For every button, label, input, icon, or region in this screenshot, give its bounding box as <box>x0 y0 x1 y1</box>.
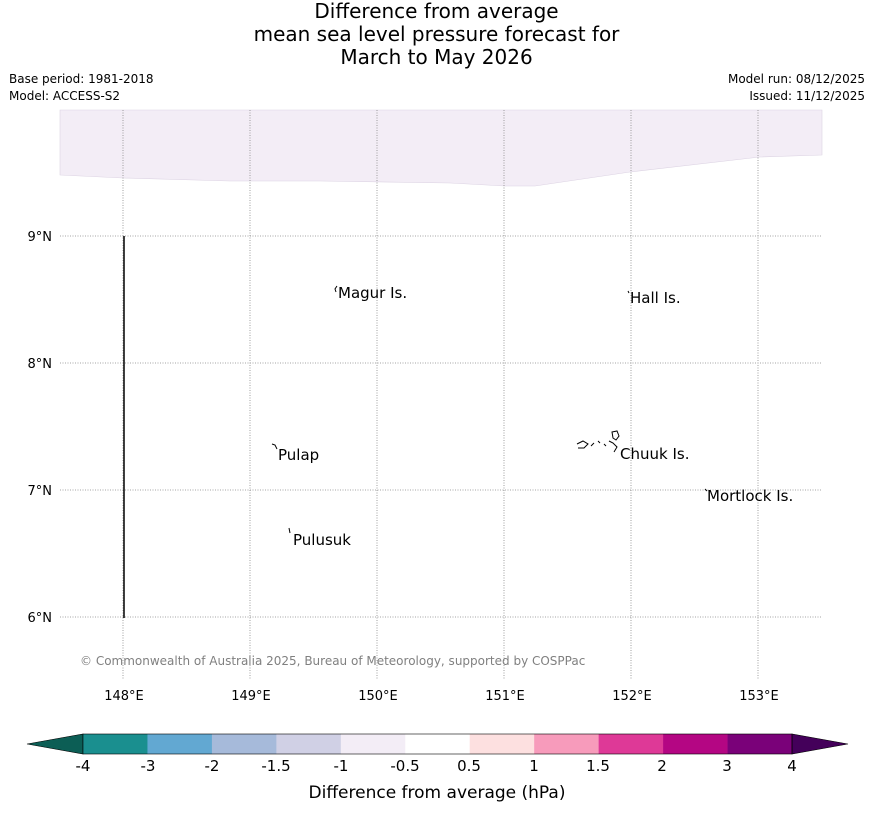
model-run: Model run: 08/12/2025 <box>727 72 865 86</box>
lon-label-150: 150°E <box>358 689 398 704</box>
colorbar-tick-10: 3 <box>722 757 732 775</box>
colorbar-segment-1 <box>147 734 213 754</box>
issued-date: Issued: 11/12/2025 <box>749 89 865 103</box>
island-pulusuk <box>288 527 291 534</box>
copyright-notice: © Commonwealth of Australia 2025, Bureau… <box>80 654 585 668</box>
colorbar <box>26 733 849 755</box>
island-chuuk <box>576 430 620 453</box>
colorbar-tick-9: 2 <box>657 757 667 775</box>
place-label-pulusuk: Pulusuk <box>293 531 351 549</box>
colorbar-tick-4: -1 <box>334 757 349 775</box>
place-label-chuuk: Chuuk Is. <box>620 445 689 463</box>
lon-label-153: 153°E <box>739 689 779 704</box>
colorbar-segment-8 <box>598 734 664 754</box>
colorbar-tick-8: 1.5 <box>586 757 610 775</box>
colorbar-segment-3 <box>276 734 342 754</box>
lat-label-9: 9°N <box>28 230 53 245</box>
model-name: Model: ACCESS-S2 <box>9 89 121 103</box>
colorbar-tick-5: -0.5 <box>390 757 419 775</box>
island-hall <box>627 290 630 294</box>
islands <box>271 285 708 534</box>
colorbar-extend-low <box>26 733 84 755</box>
colorbar-outline <box>82 733 793 755</box>
map-area <box>60 110 822 680</box>
colorbar-tick-6: 0.5 <box>457 757 481 775</box>
lon-label-148: 148°E <box>104 689 144 704</box>
place-labels: Magur Is. Hall Is. Pulap Chuuk Is. Mortl… <box>278 284 793 549</box>
island-mortlock <box>704 488 708 492</box>
colorbar-segment-10 <box>727 734 793 754</box>
lat-label-7: 7°N <box>28 484 53 499</box>
colorbar-tick-3: -1.5 <box>261 757 290 775</box>
colorbar-tick-2: -2 <box>205 757 220 775</box>
meta-right: Model run: 08/12/2025 Issued: 11/12/2025 <box>728 71 865 105</box>
colorbar-segment-0 <box>83 734 148 754</box>
colorbar-segment-4 <box>340 734 406 754</box>
colorbar-tick-0: -4 <box>76 757 91 775</box>
colorbar-tick-labels: -4 -3 -2 -1.5 -1 -0.5 0.5 1 1.5 2 3 4 <box>76 757 797 775</box>
colorbar-tick-7: 1 <box>529 757 539 775</box>
title-line-3: March to May 2026 <box>340 45 533 69</box>
colorbar-tick-1: -3 <box>141 757 156 775</box>
lon-label-151: 151°E <box>485 689 525 704</box>
colorbar-segment-7 <box>534 734 599 754</box>
island-magur <box>334 285 338 293</box>
colorbar-segment-6 <box>469 734 535 754</box>
lat-label-6: 6°N <box>28 611 53 626</box>
place-label-pulap: Pulap <box>278 446 319 464</box>
colorbar-title: Difference from average (hPa) <box>309 783 566 803</box>
colorbar-segment-5 <box>405 734 471 754</box>
colorbar-segment-9 <box>663 734 728 754</box>
map-title: Difference from average mean sea level p… <box>0 0 873 69</box>
colorbar-extend-high <box>791 733 849 755</box>
place-label-mortlock: Mortlock Is. <box>707 487 793 505</box>
gridlines <box>60 110 822 680</box>
lon-labels: 148°E 149°E 150°E 151°E 152°E 153°E <box>104 689 779 704</box>
lon-label-149: 149°E <box>231 689 271 704</box>
title-line-1: Difference from average <box>314 0 559 23</box>
lat-label-8: 8°N <box>28 357 53 372</box>
island-pulap <box>271 443 278 450</box>
meta-left: Base period: 1981-2018 Model: ACCESS-S2 <box>9 71 154 105</box>
colorbar-segment-2 <box>211 734 277 754</box>
base-period: Base period: 1981-2018 <box>9 72 154 86</box>
lon-label-152: 152°E <box>612 689 652 704</box>
colorbar-tick-11: 4 <box>787 757 797 775</box>
title-line-2: mean sea level pressure forecast for <box>253 22 620 46</box>
lat-labels: 9°N 8°N 7°N 6°N <box>28 230 53 626</box>
place-label-magur: Magur Is. <box>338 284 407 302</box>
place-label-hall: Hall Is. <box>630 289 681 307</box>
